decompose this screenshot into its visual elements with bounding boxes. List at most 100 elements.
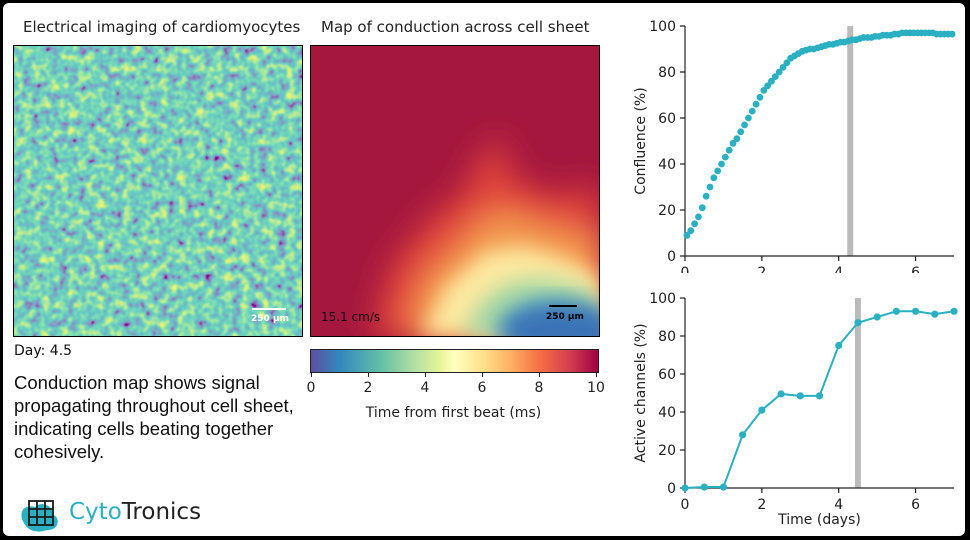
colorbar-tick bbox=[368, 373, 369, 377]
data-point bbox=[771, 73, 779, 80]
brand-logo: CytoTronics bbox=[69, 499, 201, 525]
y-tick-label: 80 bbox=[658, 329, 676, 345]
data-point bbox=[721, 153, 729, 161]
data-point bbox=[796, 392, 804, 400]
conduction-heatmap bbox=[311, 46, 599, 336]
highlight-band bbox=[854, 298, 861, 488]
brand-logo-part-b: Tronics bbox=[121, 499, 202, 525]
page: Electrical imaging of cardiomyocytes Map… bbox=[3, 3, 965, 536]
data-point bbox=[873, 313, 881, 321]
data-point bbox=[950, 307, 958, 315]
data-point bbox=[854, 319, 862, 327]
x-axis-label: Time (days) bbox=[777, 512, 861, 528]
imaging-scale-bar bbox=[252, 308, 286, 310]
data-point bbox=[702, 192, 710, 200]
data-point bbox=[758, 406, 766, 414]
y-tick-label: 40 bbox=[658, 405, 676, 421]
data-point bbox=[741, 121, 748, 129]
colorbar-tick-label: 2 bbox=[363, 380, 373, 396]
data-point bbox=[783, 59, 791, 67]
x-tick-label: 4 bbox=[834, 265, 843, 273]
colorbar-tick bbox=[482, 373, 483, 377]
data-point bbox=[733, 135, 741, 143]
y-tick-label: 80 bbox=[658, 65, 676, 81]
y-tick-label: 20 bbox=[658, 443, 676, 459]
data-point bbox=[756, 93, 764, 101]
data-point bbox=[768, 77, 775, 85]
y-axis-label: Confluence (%) bbox=[633, 87, 649, 194]
x-tick-label: 2 bbox=[757, 497, 766, 513]
x-tick-label: 6 bbox=[911, 265, 920, 273]
data-point bbox=[835, 341, 843, 350]
x-tick-label: 6 bbox=[911, 497, 920, 513]
data-point bbox=[764, 82, 772, 90]
data-point bbox=[695, 213, 702, 221]
x-tick-label: 0 bbox=[681, 497, 690, 513]
colorbar-tick bbox=[539, 373, 540, 377]
data-point bbox=[931, 310, 939, 318]
map-title: Map of conduction across cell sheet bbox=[321, 18, 590, 36]
colorbar-tick bbox=[425, 373, 426, 377]
y-tick-label: 100 bbox=[649, 291, 676, 307]
data-point bbox=[752, 100, 760, 108]
y-tick-label: 60 bbox=[658, 111, 676, 127]
velocity-label: 15.1 cm/s bbox=[321, 310, 381, 324]
data-point bbox=[710, 174, 718, 182]
confluence-chart: 0 20 40 60 80 100 0 2 4 6 Confluence (%) bbox=[633, 19, 956, 273]
axes bbox=[684, 26, 954, 257]
active-channels-chart: 0 20 40 60 80 100 0 2 4 6 Active channels (%) Time … bbox=[633, 291, 958, 528]
data-point bbox=[948, 30, 956, 38]
data-point bbox=[729, 139, 737, 147]
x-tick-label: 4 bbox=[834, 497, 843, 513]
colorbar-tick-label: 0 bbox=[306, 380, 316, 396]
day-label: Day: 4.5 bbox=[14, 343, 73, 359]
data-point bbox=[683, 231, 691, 239]
colorbar-title: Time from first beat (ms) bbox=[365, 405, 542, 421]
data-point bbox=[892, 307, 900, 315]
data-point bbox=[714, 167, 722, 175]
y-tick-label: 0 bbox=[667, 481, 676, 497]
colorbar-tick-label: 8 bbox=[534, 380, 544, 396]
data-point bbox=[737, 128, 745, 136]
data-point bbox=[691, 220, 699, 228]
axes bbox=[684, 298, 954, 489]
colorbar-tick bbox=[596, 373, 597, 377]
series-line bbox=[684, 310, 955, 489]
colorbar-tick-label: 10 bbox=[587, 380, 605, 396]
data-point bbox=[775, 68, 783, 76]
colorbar bbox=[310, 349, 599, 373]
grid-cell-icon bbox=[21, 500, 58, 532]
data-point bbox=[739, 431, 747, 439]
x-tick-label: 0 bbox=[681, 265, 690, 273]
map-scale-bar bbox=[549, 305, 577, 307]
data-point bbox=[718, 160, 725, 168]
y-tick-label: 60 bbox=[658, 367, 676, 383]
data-point bbox=[815, 392, 824, 400]
map-scale-label: 250 µm bbox=[546, 312, 584, 322]
y-tick-label: 40 bbox=[658, 157, 676, 173]
y-tick-label: 100 bbox=[649, 19, 676, 35]
data-point bbox=[777, 390, 785, 398]
data-point bbox=[698, 204, 706, 212]
y-axis-label: Active channels (%) bbox=[633, 323, 649, 462]
data-point bbox=[745, 114, 752, 122]
noise-texture bbox=[14, 46, 302, 336]
data-point bbox=[911, 307, 920, 315]
data-point bbox=[725, 146, 733, 154]
x-tick-label: 2 bbox=[757, 265, 766, 273]
data-point bbox=[700, 483, 708, 491]
summary-text: Conduction map shows signal propagating … bbox=[14, 372, 294, 462]
conduction-map-image: 15.1 cm/s 250 µm bbox=[310, 45, 600, 337]
data-point bbox=[760, 87, 768, 94]
imaging-title: Electrical imaging of cardiomyocytes bbox=[23, 18, 301, 36]
y-tick-label: 20 bbox=[658, 203, 676, 219]
data-point bbox=[719, 483, 728, 491]
data-point bbox=[681, 484, 689, 492]
data-point bbox=[779, 64, 787, 71]
colorbar-tick-label: 4 bbox=[420, 380, 430, 396]
colorbar-tick bbox=[311, 373, 312, 377]
colorbar-tick-label: 6 bbox=[477, 380, 487, 396]
electrical-imaging-image: 250 µm bbox=[13, 45, 303, 337]
y-tick-label: 0 bbox=[667, 249, 676, 265]
imaging-scale-label: 250 µm bbox=[251, 314, 289, 324]
